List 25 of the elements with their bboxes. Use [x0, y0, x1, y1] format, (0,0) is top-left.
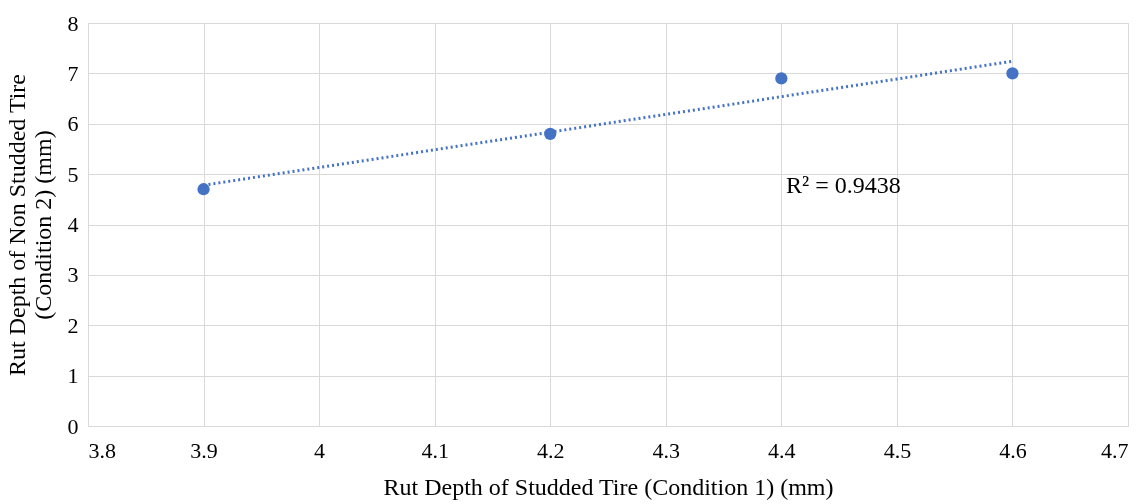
x-axis-title: Rut Depth of Studded Tire (Condition 1) (mm)	[383, 473, 834, 500]
x-tick-label: 4	[314, 437, 326, 463]
point	[197, 183, 210, 196]
x-tick-label: 4.1	[421, 437, 449, 463]
annotation: R² = 0.9438	[786, 172, 901, 198]
y-tick-label: 6	[67, 111, 79, 137]
x-tick-label: 4.2	[536, 437, 565, 463]
x-tick-label: 3.9	[190, 437, 218, 463]
point	[775, 72, 788, 85]
point	[1006, 67, 1019, 80]
y-tick-label: 7	[67, 60, 79, 86]
y-axis-title: Rut Depth of Non Studded Tire (Condition 2) (mm)	[3, 73, 56, 377]
y-tick-label: 3	[67, 262, 79, 288]
y-tick-label: 0	[67, 413, 79, 439]
y-tick-label: 2	[67, 312, 79, 338]
x-tick-label: 4.6	[999, 437, 1027, 463]
x-tick-label: 4.7	[1101, 437, 1129, 463]
x-tick-label: 4.5	[883, 437, 912, 463]
y-tick-label: 1	[67, 363, 79, 389]
y-tick-label: 4	[67, 212, 79, 237]
x-tick-label: 4.3	[652, 437, 681, 463]
x-tick-label: 4.4	[768, 437, 796, 463]
y-tick-label: 5	[67, 161, 79, 187]
y-tick-label: 8	[67, 10, 79, 36]
x-tick-label: 3.8	[88, 437, 116, 463]
